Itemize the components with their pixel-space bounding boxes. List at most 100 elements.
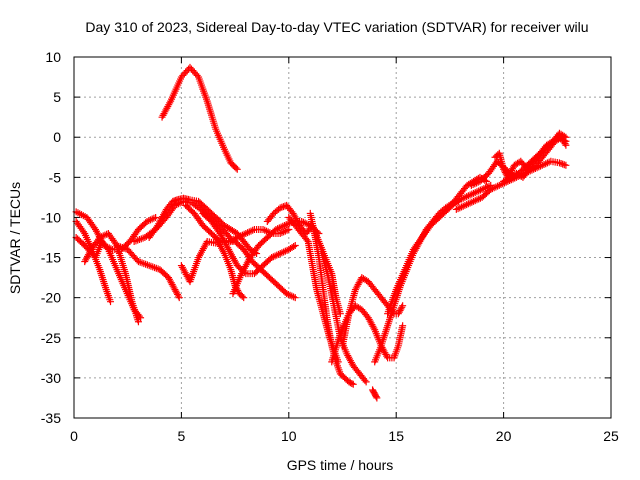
y-tick-label: -25 [41, 330, 61, 346]
data-point [558, 133, 566, 141]
x-tick-label: 10 [281, 428, 297, 444]
data-point [301, 219, 309, 227]
data-point [237, 232, 245, 240]
data-point [288, 292, 296, 300]
data-point [238, 292, 246, 300]
data-point [560, 161, 568, 169]
data-point [174, 290, 182, 298]
data-point [283, 290, 291, 298]
data-point [153, 223, 161, 231]
y-tick-label: 0 [53, 129, 61, 145]
data-point [275, 224, 283, 232]
x-axis-label: GPS time / hours [287, 457, 394, 473]
data-point [469, 181, 477, 189]
data-point [562, 141, 570, 149]
data-point [102, 242, 110, 250]
data-point [561, 140, 569, 148]
data-point [90, 224, 98, 232]
data-point [99, 232, 107, 240]
series-arc-v [384, 181, 495, 318]
data-point [281, 247, 289, 255]
data-point [471, 189, 479, 197]
data-point [107, 298, 115, 306]
data-point [282, 221, 290, 229]
data-point [361, 376, 369, 384]
data-point [471, 180, 479, 188]
data-point [559, 160, 567, 168]
data-point [291, 294, 299, 302]
data-point [174, 292, 182, 300]
data-point [475, 187, 483, 195]
x-tick-label: 20 [496, 428, 512, 444]
data-point [467, 181, 475, 189]
data-point [487, 185, 495, 193]
data-point [396, 307, 404, 315]
data-point [249, 226, 257, 234]
data-point [542, 160, 550, 168]
data-point [538, 161, 546, 169]
data-point [500, 165, 508, 173]
series-arc-t [369, 386, 381, 402]
series-arc-j [199, 209, 299, 278]
data-point [80, 228, 88, 236]
data-point [482, 177, 490, 185]
series-arc-g [145, 194, 261, 258]
data-point [454, 205, 462, 213]
data-point [274, 225, 282, 233]
data-point [557, 159, 565, 167]
data-point [478, 185, 486, 193]
data-point [232, 164, 240, 172]
data-point [468, 198, 476, 206]
data-point [278, 203, 286, 211]
data-point [146, 216, 154, 224]
series-arc-d [81, 229, 142, 326]
series-arc-i [177, 238, 237, 286]
chart-title: Day 310 of 2023, Sidereal Day-to-day VTE… [85, 19, 588, 35]
data-point [277, 223, 285, 231]
y-tick-label: -20 [41, 290, 61, 306]
data-point [470, 197, 478, 205]
data-point [370, 324, 378, 332]
data-point [175, 294, 183, 302]
series-arc-aa [500, 133, 570, 185]
data-point [284, 290, 292, 298]
data-point [271, 252, 279, 260]
series-arc-high [158, 63, 241, 173]
data-point [281, 221, 289, 229]
y-tick-label: -10 [41, 209, 61, 225]
data-point [452, 205, 460, 213]
y-tick-label: -35 [41, 410, 61, 426]
data-point [459, 194, 467, 202]
data-point [488, 185, 496, 193]
data-point [273, 251, 281, 259]
data-point [240, 294, 248, 302]
data-point [238, 231, 246, 239]
data-point [475, 195, 483, 203]
data-point [468, 190, 476, 198]
data-point [145, 217, 153, 225]
data-point [559, 136, 567, 144]
data-point [290, 243, 298, 251]
data-point [233, 234, 241, 241]
data-point [284, 220, 292, 228]
data-point [464, 192, 472, 200]
data-point [482, 184, 490, 192]
data-point [240, 230, 248, 238]
data-point [395, 308, 403, 316]
data-point [461, 201, 469, 209]
data-point [562, 161, 570, 169]
data-point [268, 254, 276, 262]
data-point [456, 204, 464, 212]
data-point [269, 253, 277, 261]
x-tick-label: 25 [603, 428, 619, 444]
data-point [372, 393, 380, 401]
data-point [500, 167, 508, 175]
data-point [143, 217, 151, 225]
data-point [276, 250, 284, 258]
data-point [233, 165, 241, 173]
data-point [215, 228, 223, 236]
data-point [476, 186, 484, 194]
data-point [278, 229, 286, 237]
data-point [473, 188, 481, 196]
data-point [459, 202, 467, 210]
